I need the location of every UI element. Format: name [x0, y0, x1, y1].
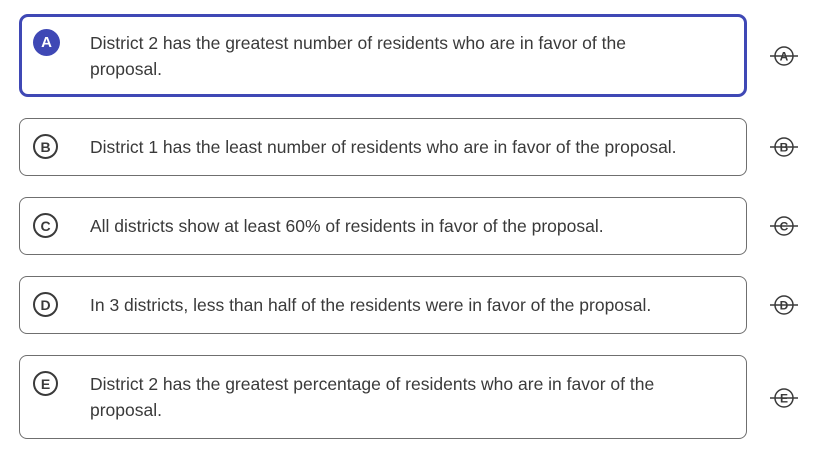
option-text-d: In 3 districts, less than half of the re… — [90, 292, 706, 318]
strikethrough-c-button[interactable]: C — [770, 215, 798, 237]
option-text-e: District 2 has the greatest percentage o… — [90, 371, 706, 423]
option-letter-c: C — [33, 213, 58, 238]
option-text-d-line-1: In 3 districts, less than half of the re… — [90, 295, 652, 315]
strikethrough-b-button[interactable]: B — [770, 136, 798, 158]
strikethrough-d-button[interactable]: D — [770, 294, 798, 316]
strikethrough-e-button[interactable]: E — [770, 387, 798, 409]
strikethrough-d-icon: D — [770, 295, 798, 315]
option-text-c-line-1: All districts show at least 60% of resid… — [90, 216, 604, 236]
answer-option-a[interactable]: A District 2 has the greatest number of … — [19, 14, 747, 97]
option-text-b-line-1: District 1 has the least number of resid… — [90, 137, 677, 157]
option-text-b: District 1 has the least number of resid… — [90, 134, 706, 160]
option-letter-a: A — [33, 29, 60, 56]
answer-option-d[interactable]: D In 3 districts, less than half of the … — [19, 276, 747, 334]
option-letter-d: D — [33, 292, 58, 317]
option-text-a-line-2: proposal. — [90, 59, 162, 79]
option-letter-e: E — [33, 371, 58, 396]
answer-option-c[interactable]: C All districts show at least 60% of res… — [19, 197, 747, 255]
strikethrough-a-button[interactable]: A — [770, 45, 798, 67]
strikethrough-c-icon: C — [770, 216, 798, 236]
option-text-c: All districts show at least 60% of resid… — [90, 213, 706, 239]
option-text-a: District 2 has the greatest number of re… — [90, 30, 704, 82]
option-letter-b: B — [33, 134, 58, 159]
option-text-a-line-1: District 2 has the greatest number of re… — [90, 33, 626, 53]
strikethrough-b-icon: B — [770, 137, 798, 157]
option-text-e-line-1: District 2 has the greatest percentage o… — [90, 374, 655, 394]
option-text-e-line-2: proposal. — [90, 400, 162, 420]
strikethrough-e-icon: E — [770, 388, 798, 408]
strikethrough-a-icon: A — [770, 46, 798, 66]
answer-option-b[interactable]: B District 1 has the least number of res… — [19, 118, 747, 176]
answer-option-e[interactable]: E District 2 has the greatest percentage… — [19, 355, 747, 439]
